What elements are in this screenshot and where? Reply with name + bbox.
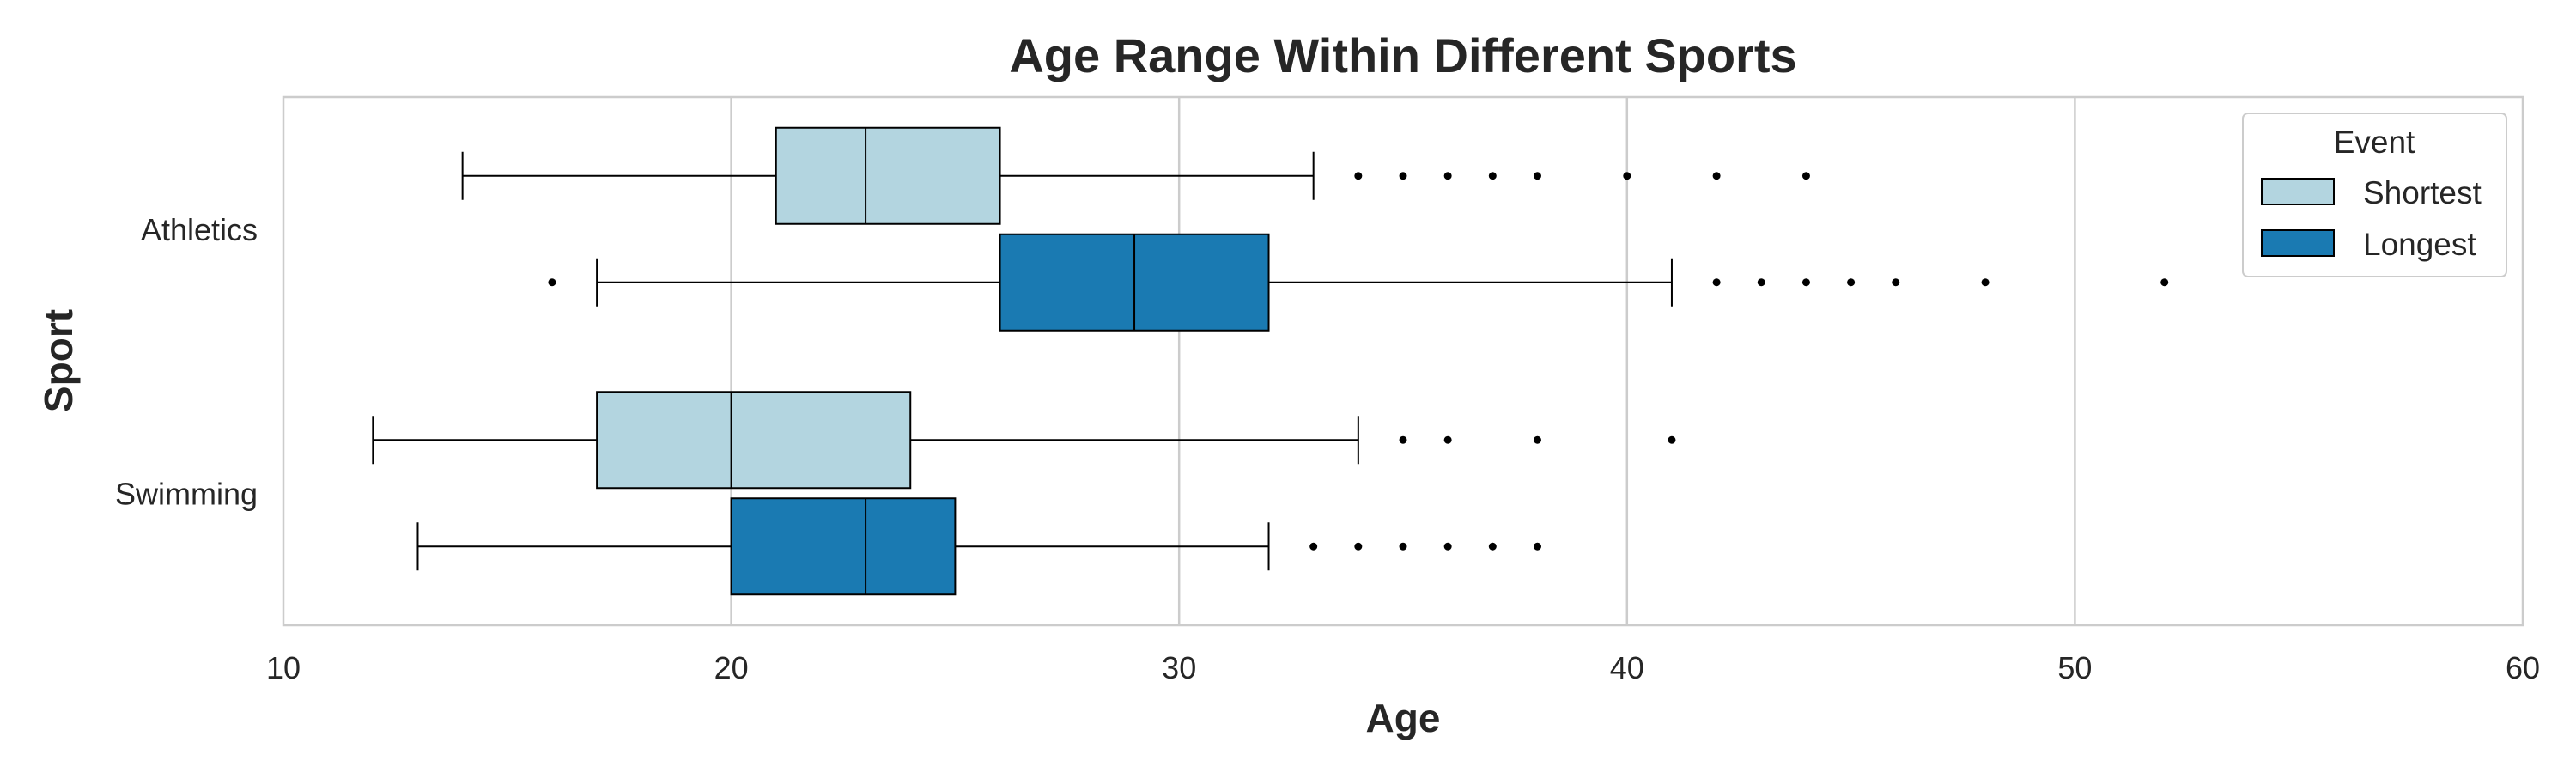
tick-labels: 10 20 30 40 50 60 Athletics Swimming	[115, 212, 2540, 685]
outlier-point	[1892, 278, 1900, 287]
x-tick-label: 20	[714, 650, 749, 685]
outlier-point	[1847, 278, 1856, 287]
outlier-point	[548, 278, 556, 287]
legend-title: Event	[2334, 125, 2415, 160]
outlier-point	[1623, 172, 1631, 180]
box-athletics-shortest	[461, 126, 1810, 225]
outlier-point	[1712, 278, 1721, 287]
outlier-point	[1309, 542, 1318, 551]
legend-label-shortest: Shortest	[2363, 175, 2482, 210]
outlier-point	[1981, 278, 1990, 287]
legend-items: Shortest Longest	[2261, 175, 2482, 262]
x-tick-label: 60	[2506, 650, 2540, 685]
x-tick-label: 10	[266, 650, 301, 685]
outlier-point	[1712, 172, 1721, 180]
box-swimming-shortest	[372, 391, 1676, 490]
outlier-point	[1533, 172, 1541, 180]
iqr-box	[596, 391, 912, 490]
legend-label-longest: Longest	[2363, 227, 2476, 262]
box-athletics-longest	[548, 233, 2169, 332]
y-tick-label: Swimming	[115, 476, 258, 511]
outlier-point	[2160, 278, 2169, 287]
outlier-point	[1443, 435, 1452, 444]
outlier-point	[1533, 542, 1541, 551]
outlier-point	[1354, 542, 1363, 551]
x-tick-label: 40	[1610, 650, 1644, 685]
y-axis-title: Sport	[36, 309, 81, 412]
x-tick-label: 30	[1162, 650, 1196, 685]
outlier-point	[1399, 172, 1407, 180]
outlier-point	[1801, 278, 1810, 287]
iqr-box	[775, 126, 1001, 225]
outlier-point	[1399, 542, 1407, 551]
outlier-point	[1668, 435, 1676, 444]
y-tick-label: Athletics	[141, 212, 258, 247]
plot-area	[282, 95, 2524, 627]
legend-swatch-longest	[2261, 229, 2335, 257]
outlier-point	[1533, 435, 1541, 444]
outlier-point	[1443, 172, 1452, 180]
outlier-point	[1488, 172, 1497, 180]
chart-title: Age Range Within Different Sports	[1009, 28, 1796, 82]
x-tick-label: 50	[2057, 650, 2092, 685]
box-layer	[372, 126, 2169, 596]
legend: Event Shortest Longest	[2242, 113, 2507, 277]
outlier-point	[1757, 278, 1765, 287]
outlier-point	[1399, 435, 1407, 444]
box-swimming-longest	[416, 497, 1541, 596]
x-axis-title: Age	[1366, 696, 1441, 740]
legend-swatch-shortest	[2261, 178, 2335, 205]
outlier-point	[1801, 172, 1810, 180]
outlier-point	[1443, 542, 1452, 551]
outlier-point	[1488, 542, 1497, 551]
outlier-point	[1354, 172, 1363, 180]
iqr-box	[730, 497, 957, 596]
